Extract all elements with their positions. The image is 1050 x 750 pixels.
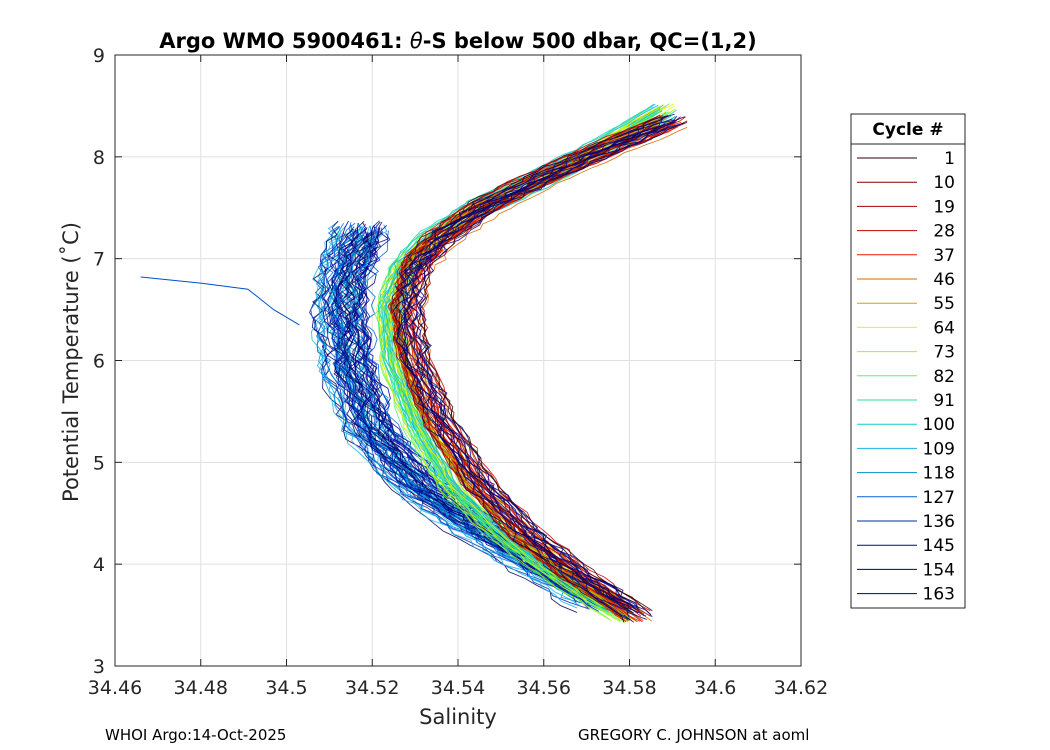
profile-line bbox=[403, 121, 676, 617]
profile-line bbox=[397, 115, 669, 610]
legend-label: 154 bbox=[923, 560, 955, 580]
legend-entries: 1 10 19 28 37 46 55 64 73 82 91 100 109 118 127 136 145 1… bbox=[857, 149, 955, 605]
profile-line bbox=[411, 116, 681, 611]
profile-line bbox=[311, 231, 578, 609]
grid-lines bbox=[115, 55, 801, 666]
x-tick-label: 34.62 bbox=[774, 677, 828, 699]
x-tick-label: 34.46 bbox=[88, 677, 142, 699]
footer-author: GREGORY C. JOHNSON at aoml bbox=[578, 726, 810, 744]
legend-label: 37 bbox=[933, 246, 955, 266]
legend-label: 163 bbox=[923, 585, 955, 605]
legend-label: 1 bbox=[944, 149, 955, 169]
y-tick-label: 9 bbox=[93, 45, 105, 67]
legend-label: 109 bbox=[923, 439, 955, 459]
outlier-profile-line bbox=[140, 276, 300, 326]
profile-line bbox=[397, 123, 666, 618]
x-tick-label: 34.52 bbox=[345, 677, 399, 699]
profile-line bbox=[329, 229, 590, 607]
legend-label: 10 bbox=[933, 173, 955, 193]
legend-label: 73 bbox=[933, 343, 955, 363]
y-tick-label: 3 bbox=[93, 656, 105, 678]
x-tick-label: 34.54 bbox=[431, 677, 485, 699]
x-tick-label: 34.56 bbox=[517, 677, 571, 699]
profile-line bbox=[343, 231, 609, 609]
profile-line bbox=[315, 228, 580, 606]
legend-label: 19 bbox=[933, 197, 955, 217]
y-tick-label: 5 bbox=[93, 452, 105, 474]
x-tick-label: 34.5 bbox=[265, 677, 307, 699]
legend-label: 100 bbox=[923, 415, 955, 435]
legend-label: 28 bbox=[933, 222, 955, 242]
x-tick-label: 34.6 bbox=[694, 677, 736, 699]
axis-ticks bbox=[114, 54, 802, 667]
footer-source: WHOI Argo:14-Oct-2025 bbox=[105, 726, 287, 744]
x-tick-labels: 34.46 34.48 34.5 34.52 34.54 34.56 34.58 34.6 34… bbox=[88, 677, 828, 699]
profile-line bbox=[402, 113, 675, 609]
profile-line bbox=[317, 232, 590, 610]
legend-label: 118 bbox=[923, 464, 955, 484]
chart-title: Argo WMO 5900461: θ-S below 500 dbar, QC… bbox=[159, 29, 756, 53]
profile-line bbox=[403, 125, 669, 621]
y-tick-label: 7 bbox=[93, 249, 105, 271]
profile-line bbox=[416, 116, 685, 611]
legend-label: 64 bbox=[933, 318, 955, 338]
y-tick-label: 8 bbox=[93, 147, 105, 169]
legend-label: 46 bbox=[933, 270, 955, 290]
legend-label: 82 bbox=[933, 367, 955, 387]
x-axis-label: Salinity bbox=[419, 705, 497, 729]
legend-label: 136 bbox=[923, 512, 955, 532]
x-tick-label: 34.58 bbox=[602, 677, 656, 699]
y-tick-label: 4 bbox=[93, 554, 105, 576]
legend: Cycle # 1 10 19 28 37 46 55 64 73 82 91 100 109 118 12… bbox=[850, 113, 966, 609]
legend-label: 55 bbox=[933, 294, 955, 314]
legend-label: 91 bbox=[933, 391, 955, 411]
legend-box bbox=[850, 113, 966, 609]
legend-label: 145 bbox=[923, 536, 955, 556]
profile-line bbox=[405, 118, 676, 614]
legend-label: 127 bbox=[923, 488, 955, 508]
profile-line bbox=[391, 114, 661, 610]
y-axis-label: Potential Temperature (˚C) bbox=[59, 222, 83, 502]
profile-line bbox=[415, 122, 685, 618]
y-tick-labels: 3 4 5 6 7 8 9 bbox=[93, 45, 105, 678]
legend-title: Cycle # bbox=[872, 120, 943, 140]
y-tick-label: 6 bbox=[93, 351, 105, 373]
x-tick-label: 34.48 bbox=[174, 677, 228, 699]
profile-lines bbox=[140, 103, 688, 623]
profile-line bbox=[419, 121, 688, 617]
